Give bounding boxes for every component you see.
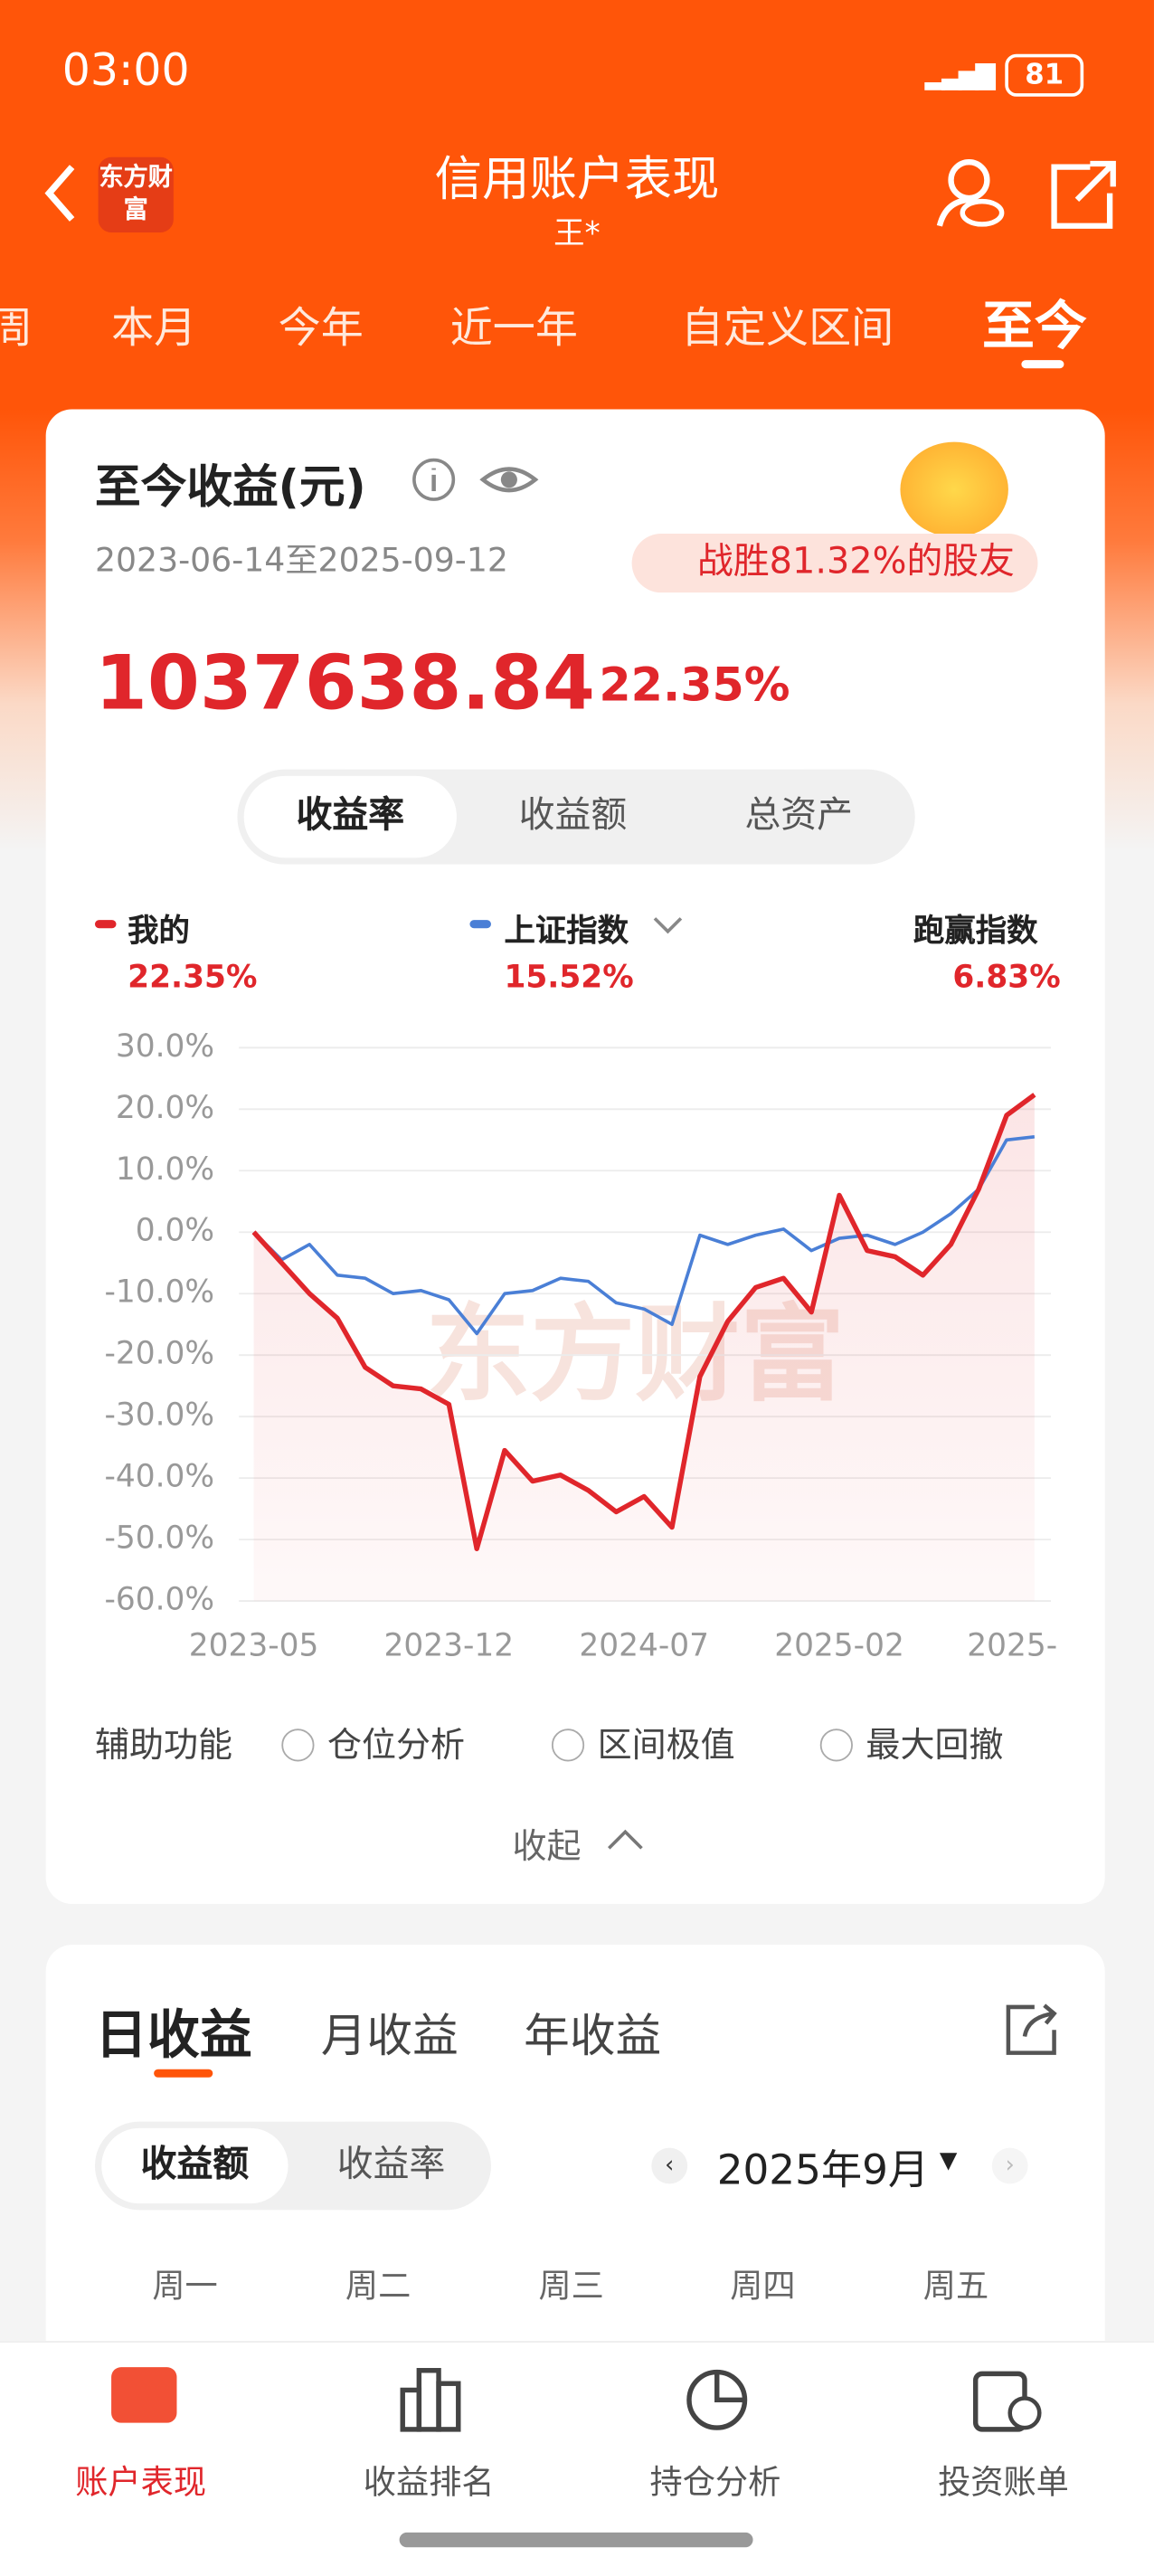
y-tick-label: 30.0% [116,1028,214,1065]
income-tab[interactable]: 年收益 [524,2008,662,2063]
segment[interactable]: 收益额 [518,795,628,837]
x-tick-label: 2023-12 [384,1627,515,1663]
y-tick-label: -20.0% [104,1336,214,1372]
x-tick-label: 2025- [967,1627,1057,1663]
summary-card [45,409,1105,1904]
status-time: 03:00 [61,45,190,97]
x-tick-label: 2025-02 [774,1627,904,1663]
legend-name[interactable]: 上证指数 [504,913,629,950]
toggle-active[interactable]: 收益额 [101,2127,288,2204]
nav-item[interactable]: 持仓分析 [649,2462,781,2502]
segment[interactable]: 总资产 [744,795,853,837]
tab-active[interactable]: 至今 [981,294,1087,357]
weekday: 周五 [922,2265,989,2306]
weekday: 周三 [538,2265,604,2306]
tool-option-label: 仓位分析 [326,1725,466,1766]
month-caret: ▼ [939,2147,958,2174]
brand-logo: 东方财富 [98,156,174,233]
chart: 东方财富30.0%20.0%10.0%0.0%-10.0%-20.0%-30.0… [104,1028,1057,1663]
tab[interactable]: 近一年 [449,304,578,354]
nav-item-active[interactable]: 账户表现 [75,2462,207,2502]
page-subtitle: 王* [553,215,601,252]
y-tick-label: -50.0% [104,1520,214,1557]
income-tab-underline [154,2069,213,2078]
nav-item[interactable]: 投资账单 [938,2462,1069,2502]
x-tick-label: 2024-07 [579,1627,709,1663]
emoji [900,441,1008,537]
legend-swatch [94,920,117,929]
home-indicator [399,2532,753,2548]
income-tab-active[interactable]: 日收益 [94,2003,252,2067]
summary-rate: 22.35% [599,658,790,713]
y-tick-label: -40.0% [104,1459,214,1495]
nav-icon-bill [972,2371,1042,2432]
tab[interactable]: 今年 [278,304,364,354]
segment-active[interactable]: 收益率 [243,775,457,858]
nav-item[interactable]: 收益排名 [363,2462,495,2502]
tools-label: 辅助功能 [94,1725,233,1766]
tab-underline [1021,360,1064,369]
legend-value: 15.52% [504,959,634,996]
income-toggle: 收益额 收益率 [94,2121,491,2211]
toggle-option[interactable]: 收益率 [336,2144,446,2186]
tool-option[interactable]: 仓位分析 [281,1719,465,1767]
legend-value: 6.83% [952,959,1061,996]
prev-month[interactable]: ‹ [651,2147,688,2184]
area [253,1094,1035,1602]
line [252,1134,1036,1336]
share-icon[interactable] [1002,2001,1061,2060]
signal-icon: ▂▃▅▇ [924,59,996,90]
page-title: 信用账户表现 [434,150,720,207]
line [251,1093,1036,1552]
tool-option[interactable]: 区间极值 [551,1719,735,1767]
y-tick-label: 20.0% [116,1090,214,1126]
tab[interactable]: 周 [0,295,33,355]
header-icons[interactable] [933,157,1130,239]
info-eye-icons[interactable] [409,455,556,504]
summary-title: 至今收益(元) [94,459,366,515]
y-tick-label: -30.0% [104,1397,214,1434]
tab[interactable]: 本月 [111,304,197,354]
rank-badge[interactable]: 战胜81.32%的股友 [631,534,1038,593]
dropdown-icon[interactable] [651,914,684,936]
weekday: 周四 [730,2265,796,2306]
collapse-button[interactable]: 收起 [512,1826,582,1867]
y-tick-label: -10.0% [104,1274,214,1311]
weekday: 周二 [345,2265,411,2306]
y-tick-label: 0.0% [136,1213,214,1249]
battery: 81 [1005,53,1084,97]
month-picker[interactable]: 2025年9月 [716,2145,930,2194]
income-tab[interactable]: 月收益 [320,2008,459,2063]
back-button[interactable] [36,160,85,225]
x-tick-label: 2023-05 [189,1627,319,1663]
nav-icon-active [111,2367,177,2423]
summary-amount: 1037638.84 [94,638,595,727]
tool-option-label: 最大回撤 [866,1725,1004,1766]
y-tick-label: 10.0% [116,1151,214,1188]
tool-option[interactable]: 最大回撤 [819,1719,1004,1767]
tool-option-label: 区间极值 [597,1725,735,1766]
segment-control: 收益率 收益额 总资产 [237,769,915,865]
y-tick-label: -60.0% [104,1582,214,1618]
legend-name: 跑赢指数 [913,913,1038,950]
tab[interactable]: 自定义区间 [680,304,894,354]
summary-range: 2023-06-14至2025-09-12 [94,540,508,580]
next-month[interactable]: › [991,2147,1028,2184]
collapse-icon [608,1829,643,1850]
nav-icons [400,2368,748,2432]
weekday: 周一 [152,2265,218,2306]
legend-name: 我的 [128,913,190,950]
legend-value: 22.35% [128,959,258,996]
legend-swatch [469,920,491,929]
